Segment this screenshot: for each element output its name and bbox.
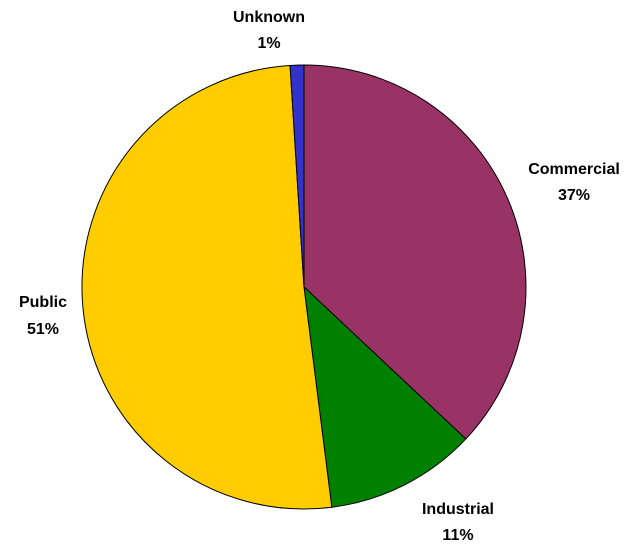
pie-slice-industrial xyxy=(303,286,467,508)
pie-slices xyxy=(81,64,527,510)
slice-label-public: Public 51% xyxy=(19,294,67,338)
slice-percent-industrial: 11% xyxy=(442,527,473,544)
slice-percent-commercial: 37% xyxy=(558,187,590,204)
slice-name-unknown: Unknown xyxy=(233,9,305,26)
slice-name-industrial: Industrial xyxy=(422,501,494,518)
slice-name-commercial: Commercial xyxy=(528,161,620,178)
slice-label-industrial: Industrial 11% xyxy=(422,501,494,544)
slice-label-commercial: Commercial 37% xyxy=(528,161,620,204)
slice-name-public: Public xyxy=(19,294,67,311)
pie-slice-commercial xyxy=(303,64,527,440)
pie-slice-public xyxy=(81,64,333,510)
slice-percent-public: 51% xyxy=(27,321,59,338)
pie-slice-unknown xyxy=(289,64,305,288)
slice-label-unknown: Unknown 1% xyxy=(233,9,305,52)
slice-percent-unknown: 1% xyxy=(257,35,280,52)
